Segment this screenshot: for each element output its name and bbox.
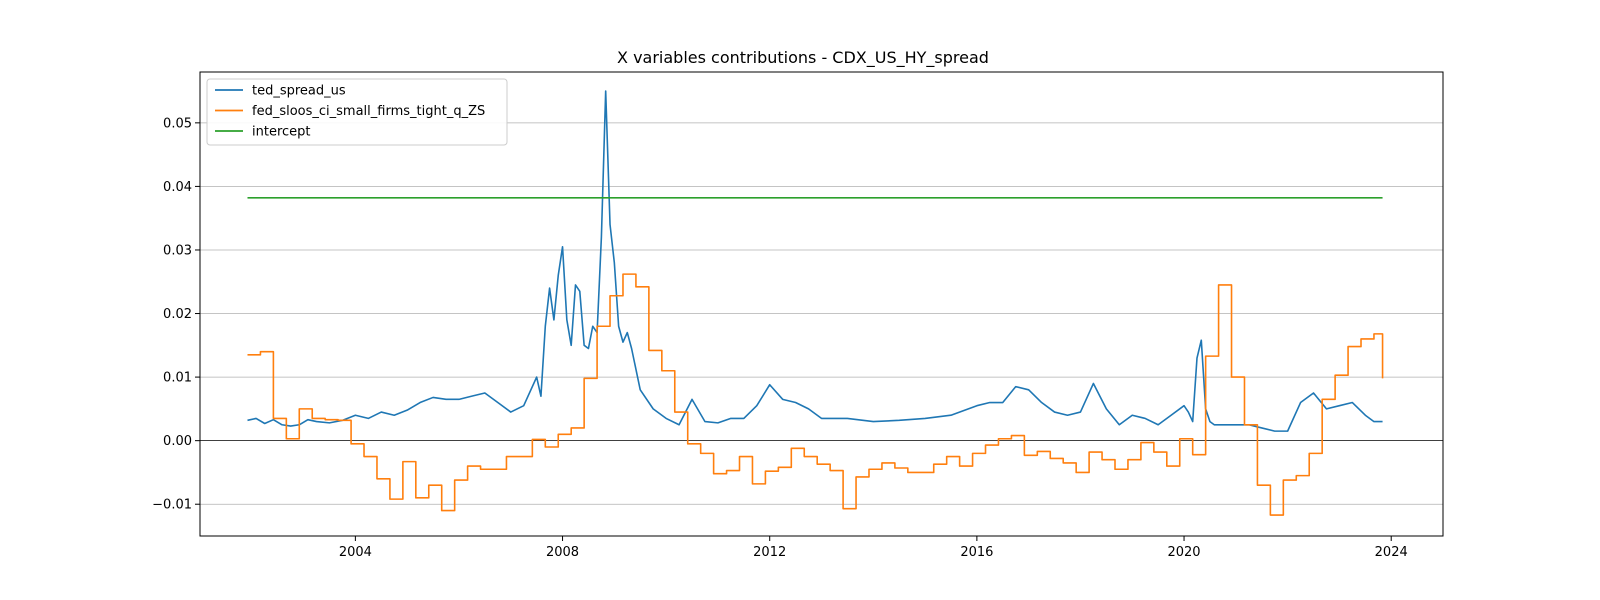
y-tick-label: 0.03 — [163, 243, 192, 258]
legend: ted_spread_us fed_sloos_ci_small_firms_ti… — [206, 78, 508, 146]
legend-box — [206, 78, 508, 146]
y-axis-ticks: −0.01 0.00 0.01 0.02 0.03 0.04 0.05 — [152, 116, 200, 513]
x-tick-label: 2020 — [1167, 545, 1200, 560]
series-lines — [247, 90, 1384, 516]
y-tick-label: 0.04 — [163, 180, 192, 195]
y-tick-label: 0.00 — [163, 434, 192, 449]
x-tick-label: 2012 — [753, 545, 786, 560]
y-tick-label: 0.05 — [163, 116, 192, 131]
x-axis-ticks: 2004 2008 2012 2016 2020 2024 — [339, 536, 1408, 560]
chart-title: X variables contributions - CDX_US_HY_sp… — [617, 48, 989, 68]
legend-label: intercept — [252, 125, 311, 140]
x-tick-label: 2008 — [546, 545, 579, 560]
plot-area-frame — [199, 71, 1444, 537]
x-tick-label: 2004 — [339, 545, 372, 560]
series-line-fed-sloos-ci-small-firms-tight-q-zs — [247, 273, 1384, 516]
x-tick-label: 2016 — [960, 545, 993, 560]
grid-lines — [200, 122, 1443, 505]
legend-label: fed_sloos_ci_small_firms_tight_q_ZS — [252, 104, 485, 119]
legend-label: ted_spread_us — [252, 84, 346, 99]
series-line-ted-spread-us — [247, 90, 1383, 432]
x-tick-label: 2024 — [1375, 545, 1408, 560]
y-tick-label: 0.02 — [163, 307, 192, 322]
y-tick-label: 0.01 — [163, 371, 192, 386]
y-tick-label: −0.01 — [152, 498, 192, 513]
